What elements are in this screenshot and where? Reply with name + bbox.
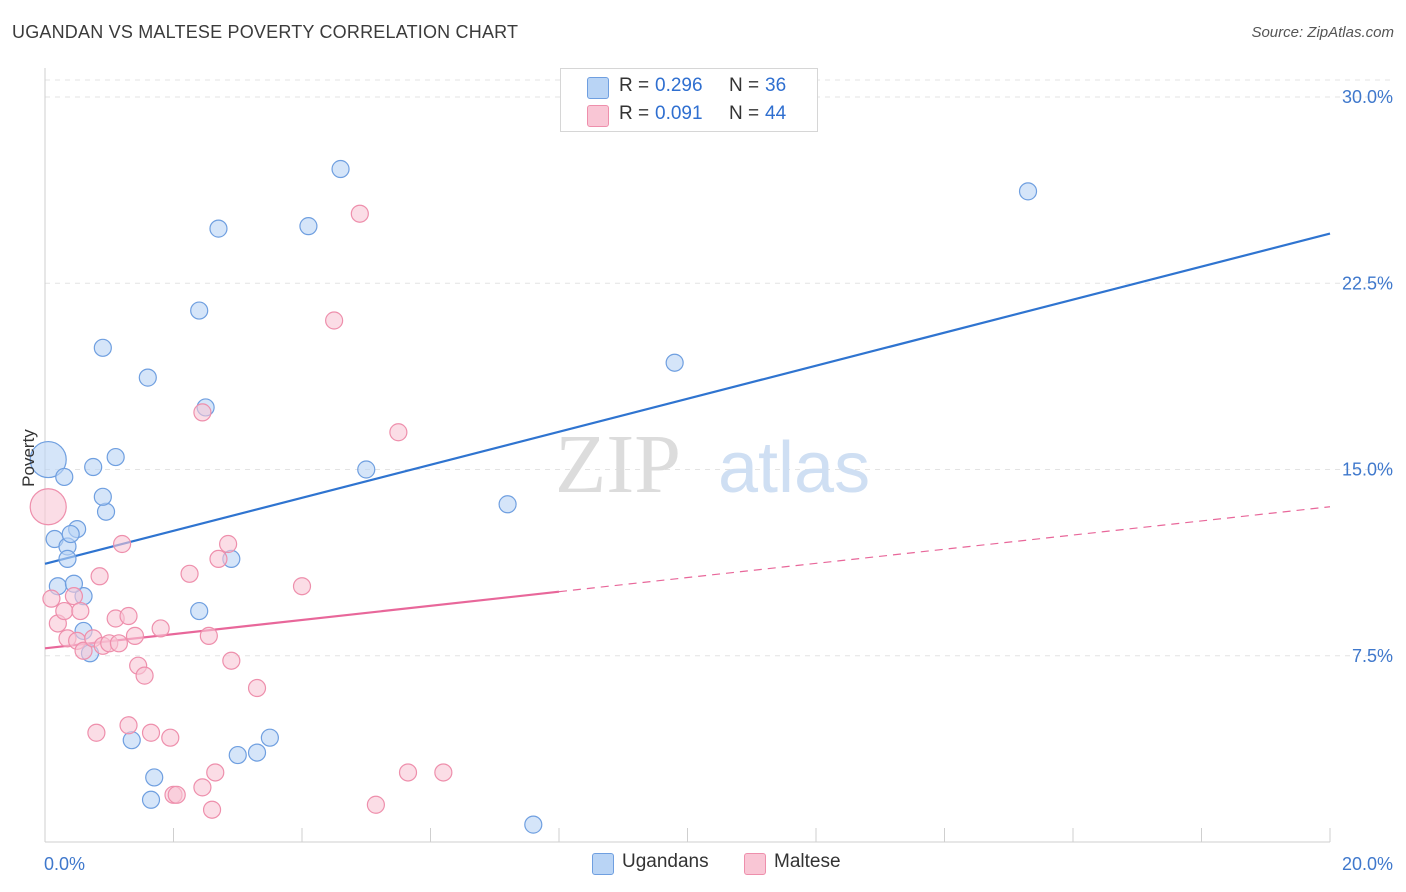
point-maltese	[90, 567, 109, 586]
point-ugandans	[190, 301, 209, 320]
point-maltese	[119, 716, 138, 735]
point-maltese	[151, 619, 170, 638]
trend-line-extension-maltese	[558, 506, 1331, 593]
point-maltese	[206, 763, 225, 782]
point-ugandans	[122, 731, 141, 750]
point-maltese	[325, 311, 344, 330]
point-maltese	[119, 606, 138, 626]
bottom-legend-label-maltese: Maltese	[774, 851, 841, 872]
point-maltese	[434, 763, 453, 782]
point-maltese	[87, 723, 106, 742]
point-maltese	[389, 423, 408, 442]
point-maltese	[42, 589, 61, 608]
legend-r-value: 0.091	[655, 103, 703, 124]
legend-row-ugandans: R = 0.296 N = 36	[561, 73, 817, 101]
stats-legend: R = 0.296 N = 36 R = 0.091 N = 44	[560, 68, 818, 132]
point-maltese	[366, 795, 385, 814]
point-maltese	[202, 800, 222, 819]
bottom-legend-swatch-maltese	[744, 853, 766, 875]
legend-r-label: R =	[619, 103, 650, 124]
point-ugandans	[665, 353, 684, 372]
point-ugandans	[93, 338, 112, 357]
point-ugandans	[228, 745, 247, 765]
bottom-legend-label-ugandans: Ugandans	[622, 851, 709, 872]
point-maltese	[193, 403, 212, 422]
trend-lines	[44, 232, 1331, 650]
axes	[44, 68, 1331, 843]
point-maltese	[193, 778, 212, 797]
point-maltese	[199, 626, 218, 645]
point-maltese	[55, 601, 74, 621]
legend-swatch-ugandans	[587, 77, 609, 99]
point-maltese	[71, 601, 90, 621]
point-maltese	[135, 666, 154, 685]
point-maltese	[219, 534, 238, 554]
point-maltese	[161, 728, 180, 747]
point-ugandans	[84, 457, 103, 477]
point-ugandans	[55, 467, 74, 487]
point-ugandans	[58, 549, 77, 569]
y-tick-label: 15.0%	[1342, 460, 1393, 480]
point-maltese	[292, 577, 312, 596]
x-tick-label: 20.0%	[1342, 854, 1393, 874]
legend-n-label: N =	[729, 75, 760, 96]
tick-labels: 7.5% 15.0% 22.5% 30.0% 0.0% 20.0%	[44, 87, 1393, 874]
point-maltese	[247, 678, 267, 698]
gridlines	[45, 79, 1395, 657]
point-ugandans	[93, 487, 112, 506]
point-maltese	[167, 785, 186, 804]
legend-n-label: N =	[729, 103, 760, 124]
legend-n-value: 44	[765, 103, 787, 124]
point-maltese	[180, 564, 199, 583]
y-tick-label: 22.5%	[1342, 273, 1393, 293]
point-ugandans	[96, 502, 116, 521]
point-ugandans	[260, 728, 279, 747]
y-axis-label: Poverty	[19, 429, 38, 487]
point-ugandans	[61, 524, 80, 544]
point-maltese	[112, 534, 132, 554]
point-ugandans	[357, 460, 376, 479]
point-ugandans	[138, 368, 157, 387]
point-ugandans	[1018, 182, 1038, 201]
point-maltese	[74, 641, 93, 660]
legend-r-label: R =	[619, 75, 650, 96]
chart-title: UGANDAN VS MALTESE POVERTY CORRELATION C…	[12, 22, 519, 42]
watermark-atlas: atlas	[718, 428, 870, 508]
legend-r-value: 0.296	[655, 75, 703, 96]
bottom-legend-swatch-ugandans	[592, 853, 614, 875]
y-tick-label: 30.0%	[1342, 87, 1393, 107]
point-ugandans	[190, 601, 209, 621]
point-ugandans	[331, 159, 350, 179]
point-maltese	[109, 634, 128, 653]
data-points	[29, 159, 1038, 834]
point-maltese	[222, 651, 241, 670]
y-tick-label: 7.5%	[1352, 646, 1393, 666]
source-credit: Source: ZipAtlas.com	[1251, 24, 1394, 41]
legend-n-value: 36	[765, 75, 787, 96]
legend-swatch-maltese	[587, 105, 609, 127]
point-maltese	[209, 549, 228, 569]
point-ugandans	[29, 440, 67, 479]
point-ugandans	[141, 790, 161, 809]
point-ugandans	[524, 815, 543, 834]
point-maltese	[125, 626, 145, 645]
point-ugandans	[209, 219, 228, 238]
point-maltese	[398, 763, 418, 782]
trend-line-ugandans	[44, 232, 1331, 565]
point-ugandans	[106, 447, 125, 467]
point-maltese	[29, 488, 67, 526]
legend-row-maltese: R = 0.091 N = 44	[561, 101, 817, 129]
point-ugandans	[145, 768, 164, 787]
x-tick-label: 0.0%	[44, 854, 85, 874]
point-ugandans	[299, 217, 318, 236]
point-ugandans	[498, 495, 517, 514]
point-maltese	[350, 204, 369, 223]
point-maltese	[141, 723, 161, 742]
point-ugandans	[247, 743, 267, 762]
watermark-zip: ZIP	[555, 418, 681, 511]
